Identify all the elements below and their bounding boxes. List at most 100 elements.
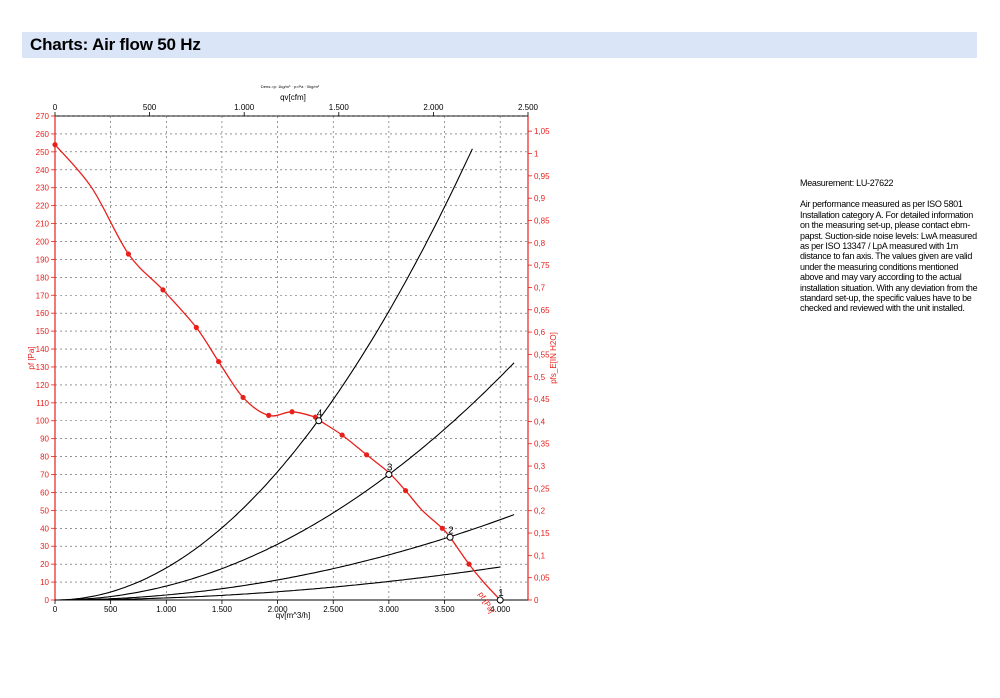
left-tick-label: 180 — [36, 273, 50, 282]
fan-curve-marker — [439, 525, 445, 531]
left-tick-label: 10 — [40, 578, 49, 587]
right-tick-label: 0,45 — [534, 395, 550, 404]
page-title: Charts: Air flow 50 Hz — [30, 35, 201, 54]
bottom-tick-label: 3.000 — [379, 605, 400, 614]
top-tick-label: 1.000 — [234, 103, 255, 112]
left-axis-label: pf [Pa] — [27, 346, 36, 369]
left-tick-label: 30 — [40, 542, 49, 551]
right-tick-label: 0,8 — [534, 239, 546, 248]
right-tick-label: 0,1 — [534, 551, 546, 560]
bottom-tick-label: 2.500 — [323, 605, 344, 614]
right-tick-label: 0,55 — [534, 350, 550, 359]
left-tick-label: 270 — [36, 112, 50, 121]
fan-curve-marker — [52, 142, 58, 148]
measurement-notes: Measurement: LU-27622 Air performance me… — [800, 178, 980, 325]
right-tick-label: 0 — [534, 596, 539, 605]
operating-point-label: 2 — [448, 525, 454, 536]
operating-point — [385, 471, 393, 479]
left-tick-label: 60 — [40, 488, 49, 497]
right-tick-label: 0,5 — [534, 373, 546, 382]
right-tick-label: 0,6 — [534, 328, 546, 337]
left-tick-label: 170 — [36, 291, 50, 300]
right-tick-label: 0,9 — [534, 194, 546, 203]
left-tick-label: 80 — [40, 453, 49, 462]
bottom-tick-label: 1.000 — [156, 605, 177, 614]
measurement-label: Measurement: LU-27622 — [800, 178, 894, 188]
system-curve-4 — [55, 148, 473, 601]
left-tick-label: 20 — [40, 560, 49, 569]
operating-point-label: 3 — [387, 463, 393, 474]
curve-label: pf [Pa] — [476, 590, 496, 614]
top-tick-label: 0 — [53, 103, 58, 112]
left-tick-label: 220 — [36, 202, 50, 211]
left-tick-label: 190 — [36, 255, 50, 264]
fan-curve-marker — [266, 412, 272, 418]
fan-curve-marker — [466, 561, 472, 567]
right-tick-label: 0,65 — [534, 306, 550, 315]
fan-curve-marker — [289, 409, 295, 415]
system-curve-2 — [55, 514, 515, 601]
operating-point — [315, 417, 323, 425]
right-tick-label: 0,95 — [534, 172, 550, 181]
top-axis-label: qv[cfm] — [280, 93, 306, 102]
fan-curve-marker — [125, 251, 132, 257]
left-tick-label: 140 — [36, 345, 50, 354]
bottom-axis-label: qv[m^3/h] — [276, 611, 310, 620]
right-tick-label: 0,3 — [534, 462, 546, 471]
left-tick-label: 110 — [36, 399, 49, 408]
fan-curve-marker — [364, 452, 370, 458]
top-tick-label: 500 — [143, 103, 157, 112]
right-tick-label: 1,05 — [534, 127, 550, 136]
top-tick-label: 2.000 — [423, 103, 444, 112]
left-tick-label: 150 — [36, 327, 50, 336]
fan-curve-marker — [240, 394, 246, 401]
right-tick-label: 0,25 — [534, 484, 550, 493]
left-tick-label: 250 — [36, 148, 50, 157]
left-tick-label: 230 — [36, 184, 50, 193]
fan-curve-marker — [193, 324, 199, 331]
left-tick-label: 130 — [36, 363, 50, 372]
operating-point — [446, 533, 454, 541]
left-tick-label: 160 — [36, 309, 50, 318]
operating-point — [496, 596, 504, 604]
system-curve-1 — [55, 566, 501, 601]
left-tick-label: 90 — [40, 435, 49, 444]
right-tick-label: 0,35 — [534, 440, 550, 449]
top-tick-label: 1.500 — [329, 103, 350, 112]
right-tick-label: 0,05 — [534, 574, 550, 583]
left-tick-label: 100 — [36, 417, 50, 426]
right-tick-label: 0,7 — [534, 283, 546, 292]
right-tick-label: 0,4 — [534, 417, 546, 426]
right-tick-label: 0,85 — [534, 216, 550, 225]
chart-caption: Dens.=p: 1kg/m³ · p=Pa · 0kg/m³ — [261, 84, 320, 89]
left-tick-label: 260 — [36, 130, 50, 139]
fan-curve-marker — [216, 358, 222, 365]
right-tick-label: 0,75 — [534, 261, 550, 270]
fan-curve-marker — [402, 488, 409, 494]
fan-curve-marker — [160, 287, 166, 293]
left-tick-label: 70 — [40, 471, 49, 480]
left-tick-label: 120 — [36, 381, 50, 390]
plot-frame — [54, 115, 529, 601]
right-tick-label: 1 — [534, 150, 539, 159]
left-tick-label: 240 — [36, 166, 50, 175]
bottom-tick-label: 0 — [53, 605, 58, 614]
system-curve-3 — [55, 362, 515, 601]
operating-point-label: 1 — [498, 588, 504, 599]
left-tick-label: 0 — [45, 596, 50, 605]
left-tick-label: 50 — [40, 506, 49, 515]
bottom-tick-label: 4.000 — [490, 605, 511, 614]
header-bar: Charts: Air flow 50 Hz — [22, 32, 977, 58]
measurement-description: Air performance measured as per ISO 5801… — [800, 199, 978, 314]
bottom-tick-label: 2.000 — [268, 605, 289, 614]
right-axis-label: pfs_E[IN H2O] — [549, 332, 558, 384]
left-tick-label: 40 — [40, 524, 49, 533]
left-tick-label: 200 — [36, 237, 50, 246]
top-tick-label: 2.500 — [518, 103, 539, 112]
operating-point-label: 4 — [317, 409, 323, 420]
bottom-tick-label: 500 — [104, 605, 118, 614]
bottom-tick-label: 3.500 — [435, 605, 456, 614]
left-tick-label: 210 — [36, 220, 50, 229]
right-tick-label: 0,15 — [534, 529, 550, 538]
